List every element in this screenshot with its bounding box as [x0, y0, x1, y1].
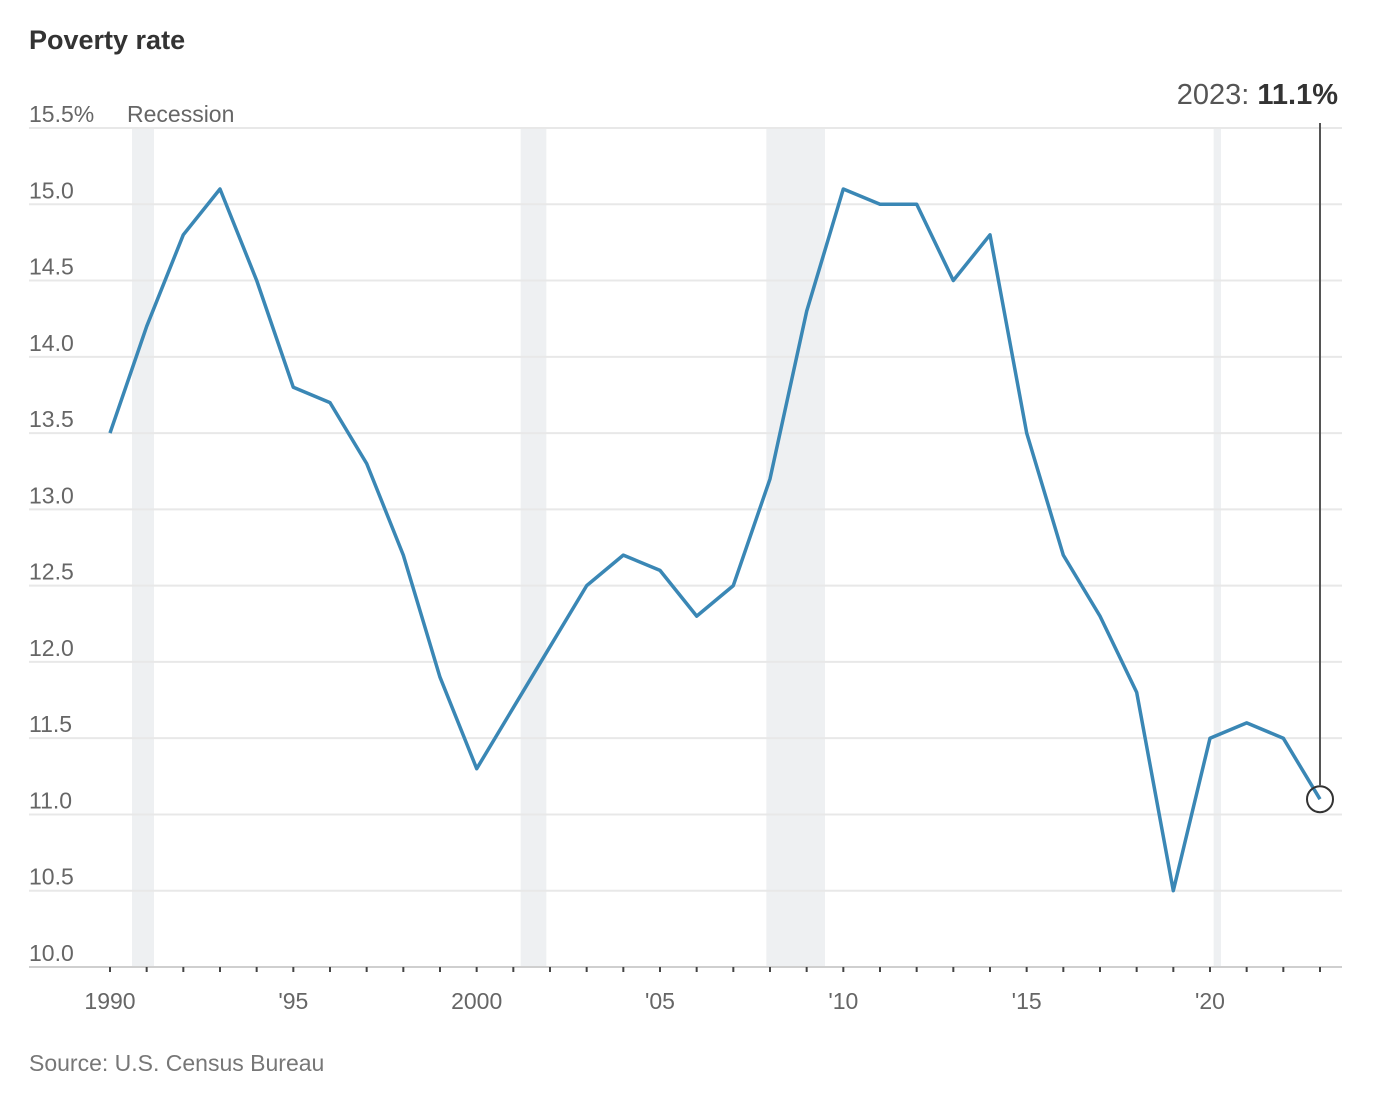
x-tick-label: '10	[828, 988, 858, 1014]
data-point	[1318, 797, 1322, 801]
y-tick-label: 12.0	[29, 635, 74, 661]
data-point	[1061, 553, 1065, 557]
data-point	[108, 431, 112, 435]
recession-band	[1213, 128, 1221, 967]
x-tick-label: '05	[645, 988, 675, 1014]
y-tick-label: 11.0	[29, 787, 72, 813]
data-point	[181, 233, 185, 237]
x-tick-label: 2000	[451, 988, 502, 1014]
data-point	[1281, 736, 1285, 740]
highlight-circle	[1306, 785, 1334, 814]
y-tick-label: 11.5	[29, 711, 72, 737]
data-point	[585, 584, 589, 588]
data-point	[475, 767, 479, 771]
y-tick-label: 14.0	[29, 330, 74, 356]
annotation-value: 11.1%	[1257, 79, 1338, 111]
data-point	[915, 202, 919, 206]
data-point	[511, 706, 515, 710]
source-note: Source: U.S. Census Bureau	[29, 1050, 324, 1076]
recession-band	[520, 128, 547, 967]
data-point	[291, 385, 295, 389]
data-point	[621, 553, 625, 557]
data-point	[841, 187, 845, 191]
data-point	[1171, 889, 1175, 893]
data-point	[805, 309, 809, 313]
data-point	[695, 614, 699, 618]
y-tick-label: 13.5	[29, 406, 74, 432]
y-tick-label: 14.5	[29, 254, 74, 280]
y-tick-label: 12.5	[29, 559, 74, 585]
data-point	[218, 187, 222, 191]
y-tick-label: 10.0	[29, 940, 74, 966]
recession-band	[766, 128, 825, 967]
data-point	[438, 675, 442, 679]
data-point	[1135, 690, 1139, 694]
data-point	[1098, 614, 1102, 618]
x-tick-label: '95	[278, 988, 308, 1014]
data-point	[1245, 721, 1249, 725]
annotation-year: 2023:	[1177, 79, 1250, 111]
data-point	[145, 324, 149, 328]
data-point	[401, 553, 405, 557]
annotation-label: 2023: 11.1%	[1177, 79, 1338, 111]
y-tick-label: 10.5	[29, 864, 74, 890]
data-point	[951, 279, 955, 283]
data-point	[1025, 431, 1029, 435]
data-point	[768, 477, 772, 481]
data-point	[731, 584, 735, 588]
y-tick-label: 15.5%	[29, 101, 94, 127]
y-tick-label: 15.0	[29, 177, 74, 203]
data-point	[255, 279, 259, 283]
data-point	[988, 233, 992, 237]
data-point	[658, 568, 662, 572]
chart-title: Poverty rate	[29, 25, 185, 55]
data-point	[328, 401, 332, 405]
recession-label: Recession	[127, 101, 234, 127]
recession-band	[132, 128, 154, 967]
data-point	[878, 202, 882, 206]
x-tick-label: '15	[1012, 988, 1042, 1014]
data-point	[1208, 736, 1212, 740]
x-tick-label: 1990	[84, 988, 135, 1014]
y-tick-label: 13.0	[29, 482, 74, 508]
data-point	[365, 462, 369, 466]
poverty-rate-line	[108, 187, 1322, 893]
data-point	[548, 645, 552, 649]
x-tick-label: '20	[1195, 988, 1225, 1014]
